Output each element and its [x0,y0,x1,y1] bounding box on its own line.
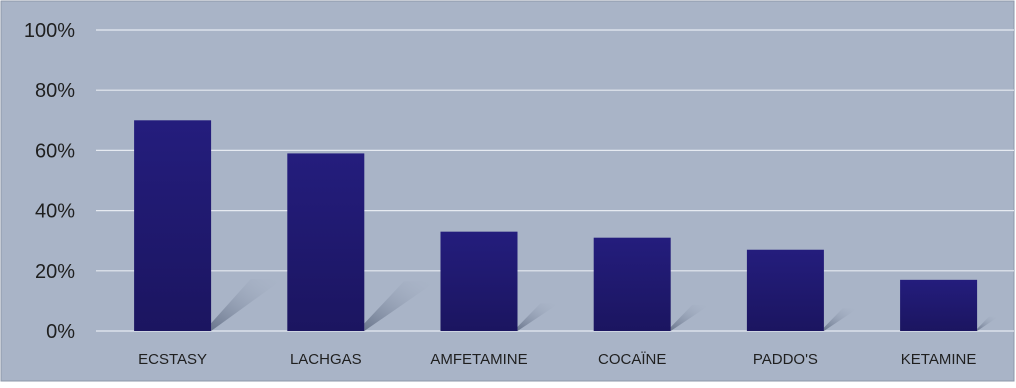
bar-shadow [211,279,284,331]
x-tick-label: AMFETAMINE [430,351,527,368]
x-tick-label: PADDO'S [753,351,818,368]
bar-ketamine [900,279,978,331]
y-tick-label: 40% [35,201,75,223]
bar-shadow [977,316,999,331]
bar-shadow [823,308,859,331]
y-tick-label: 100% [24,20,75,42]
x-tick-label: LACHGAS [290,351,362,368]
bar-amfetamine [440,231,518,331]
bar-shadow [364,281,437,331]
x-tick-label: KETAMINE [901,351,977,368]
bar-paddo-s [746,249,824,331]
x-tick-label: COCAÏNE [598,351,666,368]
bar-ecstasy [134,120,212,331]
bar-shadow [670,304,710,331]
x-tick-label: ECSTASY [138,351,207,368]
bar-shadow [517,303,560,331]
y-tick-label: 0% [46,321,75,343]
bar-coca-ne [593,237,671,331]
y-tick-label: 20% [35,261,75,283]
y-tick-label: 60% [35,140,75,162]
bar-lachgas [287,153,365,331]
y-tick-label: 80% [35,80,75,102]
